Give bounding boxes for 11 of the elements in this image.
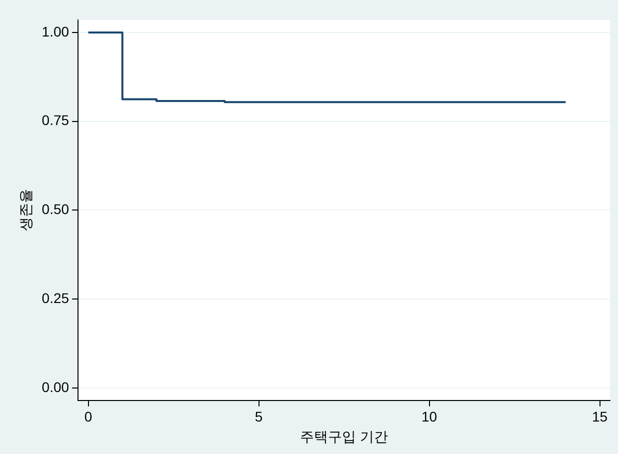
x-tick-label: 5 (254, 408, 263, 425)
y-tick-label: 0.50 (42, 201, 70, 218)
x-tick-label: 15 (592, 408, 608, 425)
y-axis-title: 생존율 (17, 189, 34, 232)
y-tick-label: 0.00 (42, 378, 70, 395)
x-axis-title: 주택구입 기간 (300, 428, 388, 444)
y-tick-label: 0.75 (42, 112, 70, 128)
x-tick-label: 10 (421, 408, 438, 425)
y-tick-label: 1.00 (42, 23, 70, 40)
x-tick-label: 0 (84, 408, 92, 425)
y-tick-label: 0.25 (42, 290, 70, 306)
